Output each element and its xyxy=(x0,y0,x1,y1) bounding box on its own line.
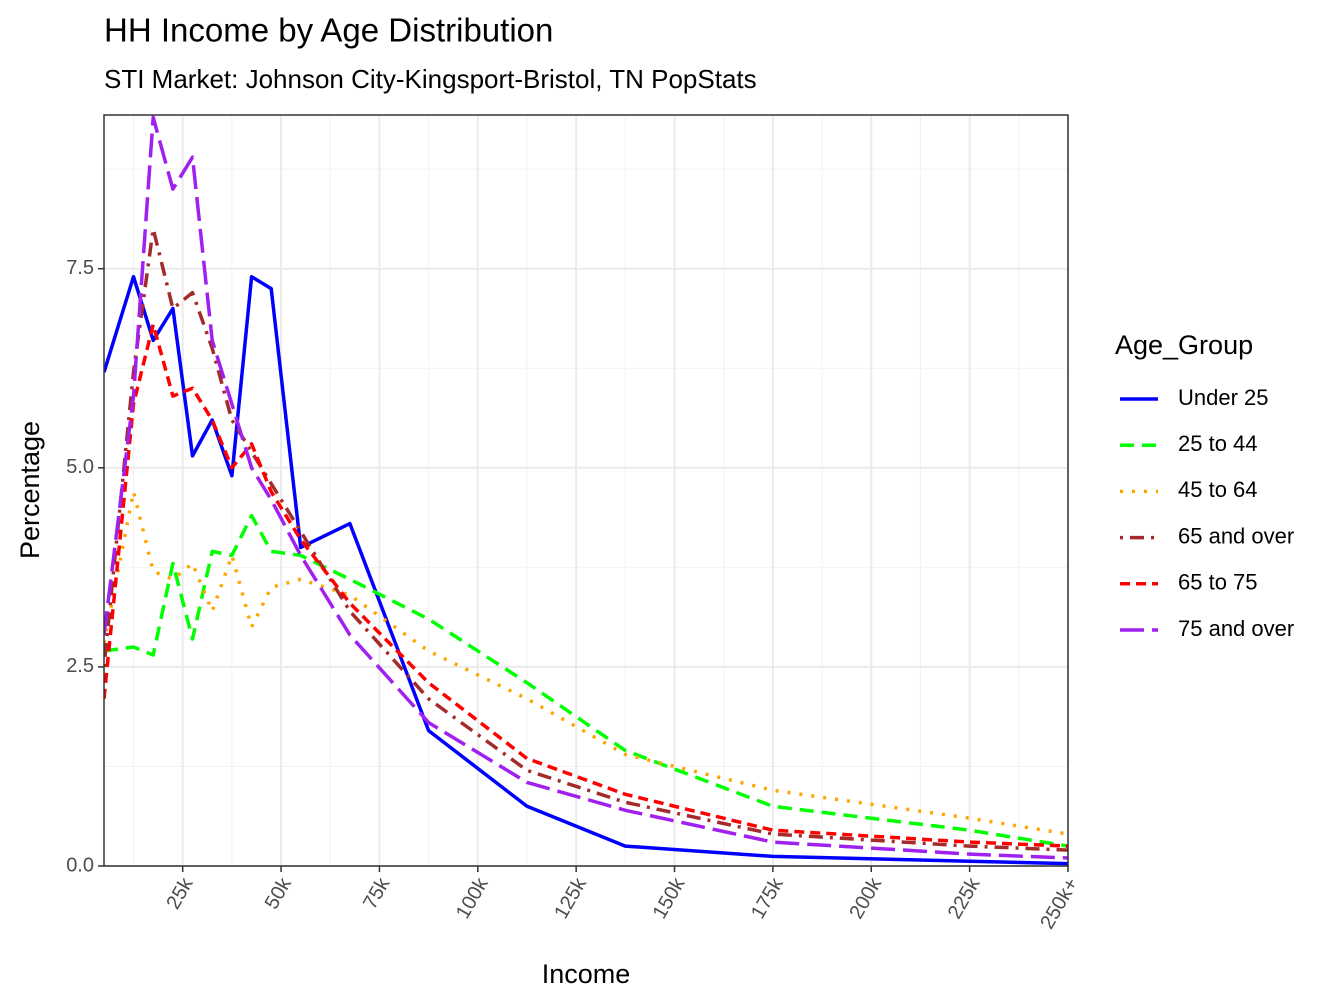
series-line xyxy=(104,227,1068,852)
legend-label: 65 to 75 xyxy=(1178,570,1258,595)
x-axis-title: Income xyxy=(542,959,631,989)
series-line xyxy=(104,322,1068,848)
y-axis-title: Percentage xyxy=(15,421,45,559)
legend-title: Age_Group xyxy=(1115,330,1253,360)
legend-label: 75 and over xyxy=(1178,616,1294,641)
legend-label: 25 to 44 xyxy=(1178,431,1258,456)
plot-border xyxy=(103,114,1069,867)
legend-label: 65 and over xyxy=(1178,523,1294,548)
y-tick-label: 5.0 xyxy=(66,456,94,478)
legend-label: 45 to 64 xyxy=(1178,477,1258,502)
series-line xyxy=(104,513,1068,848)
chart-subtitle: STI Market: Johnson City-Kingsport-Brist… xyxy=(104,64,757,94)
y-tick-label: 2.5 xyxy=(66,655,94,677)
series-line xyxy=(104,274,1068,866)
legend-label: Under 25 xyxy=(1178,385,1269,410)
y-tick-label: 7.5 xyxy=(66,257,94,279)
chart-title: HH Income by Age Distribution xyxy=(104,12,553,49)
y-tick-label: 0.0 xyxy=(66,854,94,876)
